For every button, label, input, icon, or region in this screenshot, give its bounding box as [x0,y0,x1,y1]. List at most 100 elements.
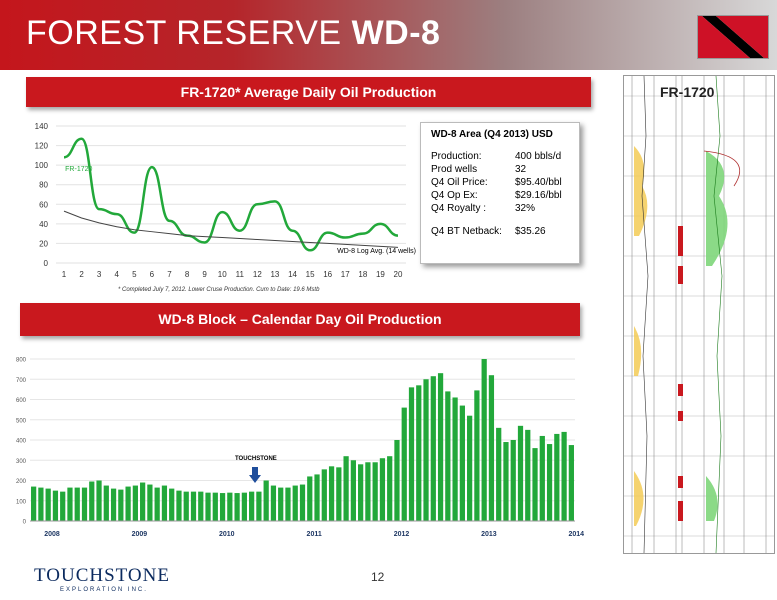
production-bar [103,485,109,521]
chart1-x-tick: 19 [376,270,385,279]
production-bar [278,487,284,521]
production-bar [118,489,124,521]
production-bar [227,492,233,521]
chart1-x-tick: 16 [323,270,332,279]
chart2-y-tick: 300 [16,459,27,465]
chart1-y-tick: 140 [35,122,49,131]
chart2-y-tick: 100 [16,499,27,505]
production-bar [263,480,269,521]
production-bar [285,487,291,521]
year-label: 2012 [394,531,410,538]
chart1-x-tick: 15 [306,270,315,279]
production-bar [212,492,218,521]
production-bar [74,487,80,521]
production-bar [234,493,240,521]
chart1-x-tick: 2 [79,270,84,279]
chart2-y-tick: 0 [23,520,27,526]
production-bar [496,427,502,521]
production-bar [256,491,262,521]
chart2-y-tick: 600 [16,398,27,404]
chart1-x-tick: 14 [288,270,297,279]
production-bar [81,487,88,521]
series-line-fr1720 [63,137,399,252]
chart2-y-tick: 700 [16,378,27,384]
production-bar [299,484,306,521]
production-bar [321,469,327,521]
info-row-royalty: Q4 Royalty :32% [431,203,536,214]
chart1-footnote: * Completed July 7, 2012. Lower Cruse Pr… [118,287,320,293]
chart2-y-tick: 800 [16,358,27,364]
production-bar [517,425,524,521]
production-bar [52,490,59,521]
chart1-x-tick: 18 [358,270,367,279]
chart1-y-tick: 20 [39,239,48,248]
production-bar [561,431,567,521]
production-bar [38,487,44,521]
production-bar [140,482,146,521]
production-bar [154,487,160,521]
year-label: 2009 [132,531,148,538]
info-row-opex: Q4 Op Ex: $29.16/bbl [431,190,562,201]
year-label: 2008 [44,531,60,538]
series-line-log-avg [63,210,399,248]
chart1-x-tick: 10 [218,270,227,279]
chart1-x-tick: 5 [132,270,137,279]
title-bar [0,0,777,70]
production-bar [372,462,378,521]
production-bar [31,486,37,521]
calendar-day-production-chart: 0 100 200 300 400 500 600 700 800 2008 2009 2010 201… [16,358,585,539]
chart1-x-tick: 13 [270,270,279,279]
chart1-x-tick: 8 [185,270,190,279]
well-log-panel [623,75,775,554]
production-bar [423,379,429,521]
production-bar [488,375,495,521]
chart1-y-tick: 40 [39,220,48,229]
chart1-x-tick: 3 [97,270,102,279]
chart1-x-tick: 4 [115,270,120,279]
production-bar [445,391,451,521]
production-bar [169,488,175,521]
production-bar [183,491,189,521]
production-bar [190,491,197,521]
production-bar [60,491,66,521]
wd8-info-box: WD-8 Area (Q4 2013) USD Production: 400 b… [420,122,580,264]
production-bar [387,456,393,521]
production-bar [147,484,153,521]
chart2-y-tick: 500 [16,418,27,424]
production-bar [205,492,211,521]
year-label: 2014 [569,531,585,538]
production-bar [161,485,168,521]
production-bar [198,491,204,521]
chart1-x-tick: 1 [62,270,67,279]
production-bar [358,464,364,521]
production-bar [546,444,553,521]
production-bar [437,373,444,521]
info-row-netback: Q4 BT Netback: $35.26 [431,226,546,237]
well-log-title: FR-1720 [660,84,715,100]
production-bar [110,488,117,521]
production-bar [249,491,255,521]
production-bar [270,485,277,521]
trinidad-flag-icon [697,15,769,59]
production-bar [176,490,182,521]
production-bar [481,359,487,521]
touchstone-marker-label: TOUCHSTONE [235,456,277,462]
production-bar [219,493,226,521]
series-label-fr1720: FR-1720 [65,166,92,173]
info-row-production: Production: 400 bbls/d [431,151,562,162]
chart1-banner: FR-1720* Average Daily Oil Production [26,77,591,107]
chart1-x-tick: 7 [167,270,172,279]
info-row-oil-price: Q4 Oil Price: $95.40/bbl [431,177,562,188]
production-bar [96,480,102,521]
page-number: 12 [371,570,385,584]
production-bar [510,440,516,521]
production-bar [532,448,538,521]
chart1-y-tick: 100 [35,161,49,170]
chart1-y-tick: 120 [35,142,49,151]
production-bar [379,458,386,521]
info-box-title: WD-8 Area (Q4 2013) USD [431,129,553,140]
production-bar [394,440,400,521]
chart1-x-tick: 17 [341,270,350,279]
production-bar [401,407,407,521]
